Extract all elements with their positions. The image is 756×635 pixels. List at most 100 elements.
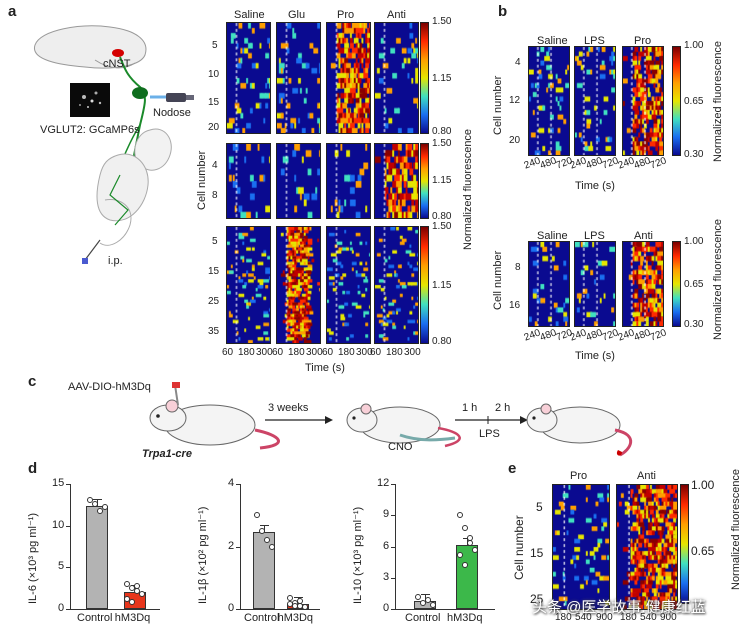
cnst-label: cNST <box>103 58 131 70</box>
error-cap <box>93 498 102 500</box>
x-axis <box>395 609 495 610</box>
y-tick: 15 <box>208 97 220 108</box>
y-tick: 5 <box>212 40 218 51</box>
y-tick-mark <box>391 515 395 517</box>
y-tick-mark <box>391 609 395 610</box>
heatmap-a-row1-glu <box>276 22 321 134</box>
x-tick: 180 <box>338 347 355 358</box>
x-tick: 300 <box>356 347 373 358</box>
cbar-tick: 1.50 <box>432 138 452 149</box>
x-tick: 60 <box>370 347 382 358</box>
x-tick: 540 <box>640 612 657 623</box>
data-point <box>139 591 146 597</box>
heatmap-a-row3-anti <box>374 226 419 344</box>
heatmap-a-row1-anti <box>374 22 419 134</box>
cbar-tick: 1.00 <box>691 478 715 492</box>
x-tick-label: Control <box>77 612 113 624</box>
cno-label: CNO <box>388 441 413 453</box>
col-title-glu: Glu <box>288 9 306 21</box>
panel-label-c: c <box>28 373 37 390</box>
data-point <box>96 507 103 514</box>
colorbar-b-bottom <box>672 241 681 327</box>
cbar-tick: 0.30 <box>684 149 704 160</box>
error-bar <box>264 525 265 533</box>
y-tick: 10 <box>208 69 220 80</box>
x-tick: 900 <box>596 612 613 623</box>
y-tick-mark <box>391 577 395 579</box>
lps-label: LPS <box>479 428 500 440</box>
data-point <box>302 604 309 611</box>
col-title-anti: Anti <box>387 9 406 21</box>
error-cap <box>293 597 303 599</box>
heatmap-a-row2-glu <box>276 143 321 219</box>
x-tick: 900 <box>660 612 677 623</box>
y-axis <box>395 484 396 609</box>
y-tick: 0 <box>383 602 390 614</box>
cell-number-label-b-top: Cell number <box>492 75 504 135</box>
e-col-pro: Pro <box>570 470 588 482</box>
vagus-circuit-illustration <box>34 25 194 264</box>
data-point <box>466 540 473 547</box>
y-axis-label: IL-10 (×10³ pg ml⁻¹) <box>352 506 364 604</box>
b-top-col-saline: Saline <box>537 35 568 47</box>
data-point <box>461 524 468 531</box>
cbar-tick: 1.15 <box>432 175 452 186</box>
x-tick: 60 <box>222 347 234 358</box>
y-axis-label: IL-1β (×10² pg ml⁻¹) <box>197 506 209 604</box>
y-axis-label: IL-6 (×10³ pg ml⁻¹) <box>27 512 39 604</box>
experiment-timeline-illustration <box>149 382 633 457</box>
cbar-tick: 0.30 <box>684 319 704 330</box>
y-tick: 4 <box>212 160 218 171</box>
y-tick-mark <box>66 567 70 569</box>
heatmap-a-row2-anti <box>374 143 419 219</box>
x-tick: 180 <box>555 612 572 623</box>
heatmap-a-row1-saline <box>226 22 271 134</box>
y-tick-mark <box>236 484 240 485</box>
data-point <box>258 527 265 534</box>
time-label-a: Time (s) <box>305 362 345 374</box>
y-tick: 25 <box>530 592 544 606</box>
error-cap <box>260 525 269 527</box>
time-label-b-bottom: Time (s) <box>575 350 615 362</box>
b-bot-col-saline: Saline <box>537 230 568 242</box>
x-axis <box>70 609 160 610</box>
watermark: 头条 @医学故事.健康红蓝 <box>532 599 706 616</box>
data-point <box>456 551 463 558</box>
data-point <box>456 512 463 519</box>
col-title-saline: Saline <box>234 9 265 21</box>
error-bar <box>97 498 98 506</box>
mouse-line-label: Trpa1-cre <box>142 448 192 460</box>
colorbar-a-row1 <box>420 22 429 134</box>
x-tick: 720 <box>648 155 669 172</box>
y-tick: 20 <box>208 122 220 133</box>
y-tick: 25 <box>208 296 220 307</box>
y-tick: 0 <box>228 602 235 614</box>
data-point <box>419 599 426 606</box>
bar-hm3dq <box>456 545 478 609</box>
cell-number-label-b-bottom: Cell number <box>492 250 504 310</box>
data-point <box>414 593 421 600</box>
colorbar-a-row3 <box>420 226 429 344</box>
y-tick: 0 <box>58 602 65 614</box>
y-tick: 35 <box>208 326 220 337</box>
bar-control <box>86 505 108 609</box>
error-cap <box>421 593 430 595</box>
heatmap-b-top-1 <box>574 46 616 156</box>
cbar-tick: 0.80 <box>432 336 452 347</box>
y-tick: 12 <box>377 477 390 489</box>
heatmap-a-row3-pro <box>326 226 371 344</box>
panel-label-b: b <box>498 3 508 20</box>
x-tick: 180 <box>238 347 255 358</box>
y-tick: 5 <box>536 500 543 514</box>
y-tick-mark <box>236 546 240 548</box>
time-label-b-top: Time (s) <box>575 180 615 192</box>
y-tick: 4 <box>228 477 235 489</box>
x-tick-label: hM3Dq <box>277 612 314 624</box>
y-tick: 9 <box>383 508 390 521</box>
y-tick: 16 <box>509 300 521 311</box>
y-tick: 8 <box>515 262 521 273</box>
cell-number-label-a: Cell number <box>196 150 208 210</box>
y-tick: 15 <box>530 546 544 560</box>
colorbar-e <box>680 484 689 604</box>
y-tick-mark <box>391 484 395 485</box>
